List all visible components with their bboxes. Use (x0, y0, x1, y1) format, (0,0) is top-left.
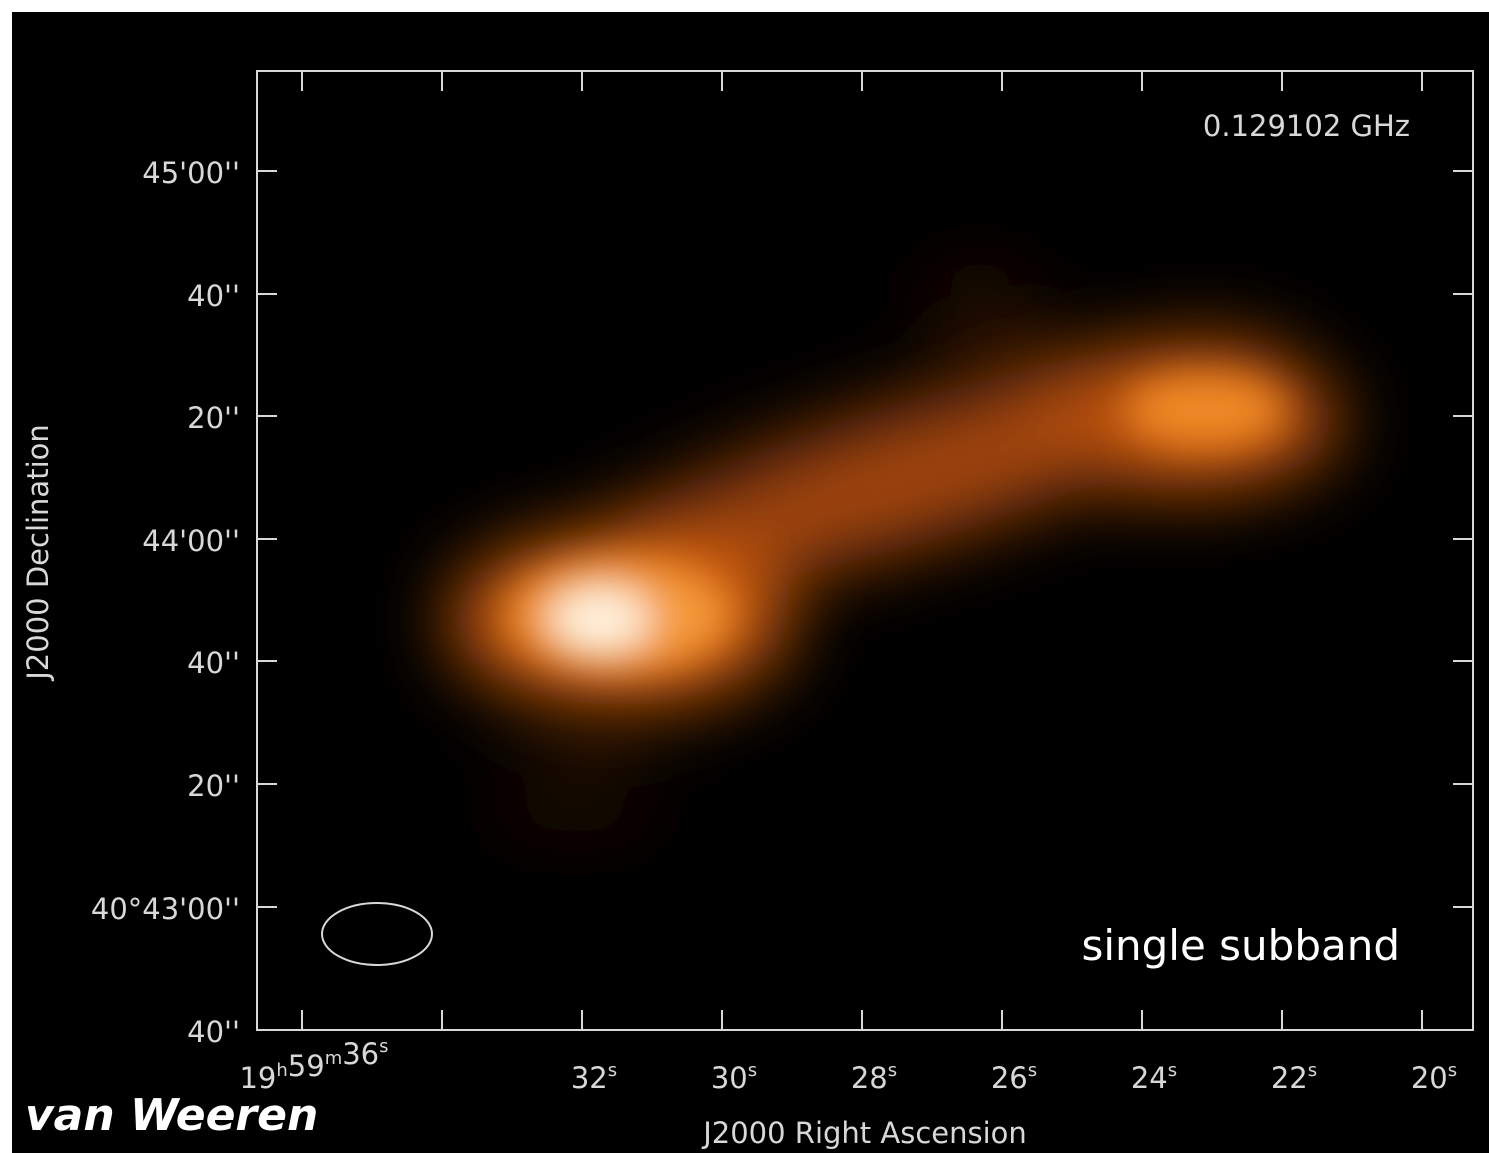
y-tick-label: 40'' (187, 279, 240, 313)
tick-unit: s (1308, 1060, 1317, 1081)
x-tick-label: 30s (711, 1060, 757, 1095)
x-tick-label: 22s (1271, 1060, 1317, 1095)
tick-number: 22 (1271, 1061, 1308, 1095)
tick-unit: s (1448, 1060, 1457, 1081)
tick-unit: s (379, 1036, 388, 1057)
y-axis-title: J2000 Declination (21, 424, 55, 682)
y-tick-label: 40'' (187, 1015, 240, 1049)
y-tick-label: 20'' (187, 401, 240, 435)
tick-unit: s (888, 1060, 897, 1081)
tick-unit: m (325, 1048, 343, 1069)
frame (256, 70, 1474, 1031)
tick-number: 59 (288, 1049, 325, 1083)
x-tick-label: 20s (1411, 1060, 1457, 1095)
y-tick-label: 44'00'' (142, 524, 240, 558)
tick-number: 24 (1131, 1061, 1168, 1095)
y-tick-label: 40°43'00'' (91, 892, 240, 926)
x-tick-label: 26s (991, 1060, 1037, 1095)
tick-number: 26 (991, 1061, 1028, 1095)
tick-unit: s (608, 1060, 617, 1081)
tick-unit: s (748, 1060, 757, 1081)
author-label: van Weeren (25, 1090, 318, 1141)
tick-number: 30 (711, 1061, 748, 1095)
tick-number: 28 (851, 1061, 888, 1095)
y-tick-label: 45'00'' (142, 156, 240, 190)
beam (321, 902, 433, 966)
x-tick-label: 28s (851, 1060, 897, 1095)
x-tick-label: 19h59m36s (239, 1036, 388, 1095)
tick-unit: s (1168, 1060, 1177, 1081)
ticks (257, 71, 1473, 1031)
tick-unit: h (276, 1060, 287, 1081)
subband-label: single subband (1081, 921, 1400, 970)
x-tick-label: 32s (571, 1060, 617, 1095)
x-axis-title: J2000 Right Ascension (701, 1116, 1027, 1150)
tick-number: 20 (1411, 1061, 1448, 1095)
tick-number: 32 (571, 1061, 608, 1095)
frequency-label: 0.129102 GHz (1203, 109, 1410, 143)
tick-unit: s (1028, 1060, 1037, 1081)
y-tick-label: 20'' (187, 769, 240, 803)
emission-core (510, 375, 1285, 670)
x-tick-label: 24s (1131, 1060, 1177, 1095)
y-tick-label: 40'' (187, 646, 240, 680)
tick-number: 36 (342, 1037, 379, 1071)
tick-number: 19 (239, 1061, 276, 1095)
